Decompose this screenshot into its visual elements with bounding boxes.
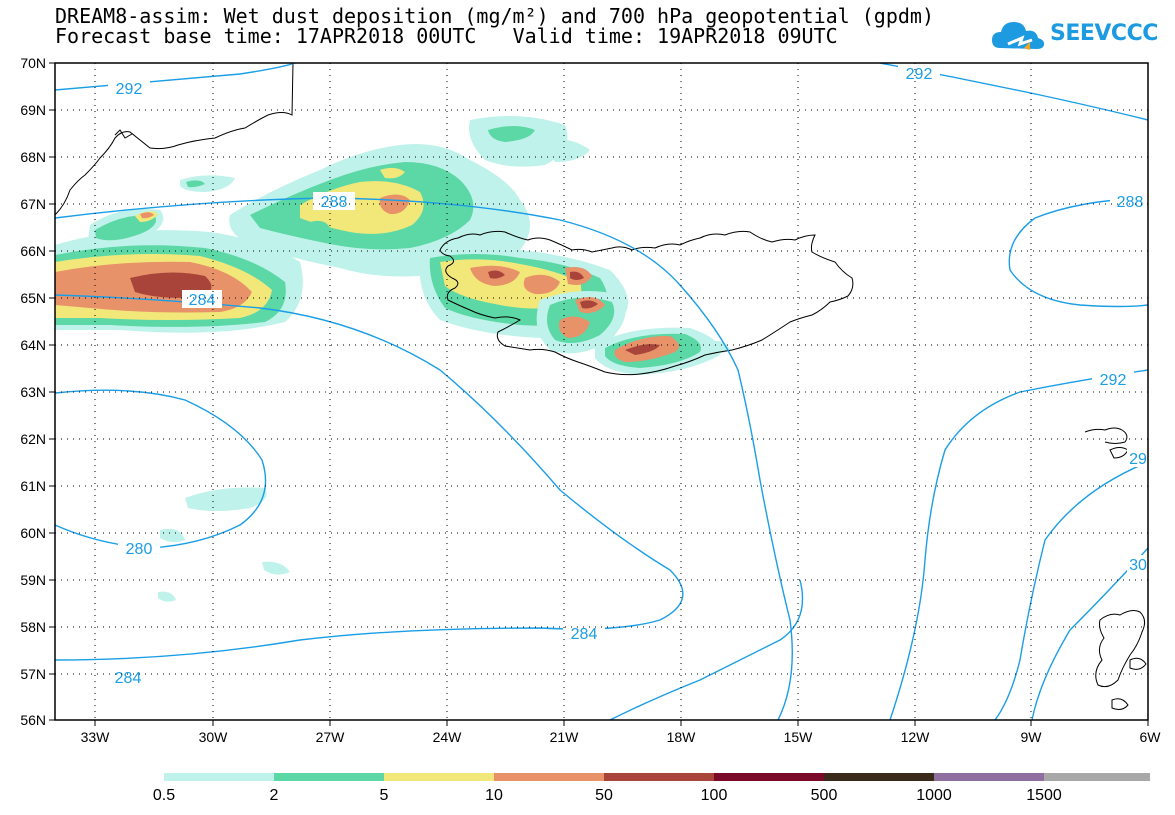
contour-label: 284 (115, 670, 142, 687)
contour-296 (994, 461, 1148, 720)
lon-label: 27W (316, 729, 346, 745)
legend-swatch-5 (714, 773, 824, 781)
contour-label: 292 (1100, 372, 1127, 389)
axis-ticks (49, 62, 1149, 726)
forecast-base-time: Forecast base time: 17APR2018 00UTC (55, 24, 477, 48)
gridlines (55, 63, 1148, 720)
legend-label: 2 (270, 787, 279, 804)
contour-label: 30 (1129, 557, 1147, 574)
lat-label: 63N (20, 384, 46, 400)
legend-swatch-2 (384, 773, 494, 781)
lat-label: 62N (20, 431, 46, 447)
dust-deposition-field (55, 116, 730, 602)
legend-swatch-4 (604, 773, 714, 781)
map-subtitle: Forecast base time: 17APR2018 00UTC Vali… (55, 26, 838, 46)
lon-label: 9W (1021, 729, 1043, 745)
contour-284-south (609, 579, 804, 720)
lon-label: 33W (81, 729, 111, 745)
lon-label: 6W (1140, 729, 1162, 745)
lon-label: 12W (901, 729, 931, 745)
contour-label: 288 (1117, 194, 1144, 211)
logo-text: SEEVCCC (1050, 21, 1158, 46)
contour-292-north (55, 63, 296, 91)
contour-288-east (1008, 197, 1148, 308)
contour-280 (55, 389, 267, 549)
lon-label: 30W (199, 729, 229, 745)
legend-label: 10 (485, 787, 503, 804)
contour-label: 284 (571, 626, 598, 643)
legend-label: 500 (811, 787, 838, 804)
lat-label: 65N (20, 290, 46, 306)
lat-label: 60N (20, 525, 46, 541)
lat-label: 61N (20, 478, 46, 494)
lat-label: 67N (20, 196, 46, 212)
legend-label: 0.5 (153, 787, 175, 804)
legend-swatch-0 (164, 773, 274, 781)
latitude-labels: 70N 69N 68N 67N 66N 65N 64N 63N 62N 61N … (20, 55, 46, 728)
iceland-coast (439, 230, 854, 376)
legend-label: 1000 (916, 787, 952, 804)
legend-swatch-8 (1044, 773, 1150, 781)
lon-label: 24W (433, 729, 463, 745)
legend-label: 50 (595, 787, 613, 804)
contour-label: 292 (116, 81, 143, 98)
cloud-icon (992, 22, 1045, 50)
legend-label: 5 (380, 787, 389, 804)
legend-swatch-1 (274, 773, 384, 781)
valid-time: Valid time: 19APR2018 09UTC (512, 24, 838, 48)
legend-swatch-3 (494, 773, 604, 781)
contour-284-west (55, 294, 684, 661)
legend-labels: 0.5 2 5 10 50 100 500 1000 1500 (153, 787, 1062, 804)
legend-label: 1500 (1026, 787, 1062, 804)
contour-300 (1031, 547, 1148, 720)
contour-label: 29 (1129, 451, 1147, 468)
legend-label: 100 (701, 787, 728, 804)
map-title: DREAM8-assim: Wet dust deposition (mg/m²… (55, 4, 934, 28)
lon-label: 21W (550, 729, 580, 745)
coastlines (55, 63, 1147, 710)
greenland-coast (55, 63, 294, 216)
lat-label: 58N (20, 619, 46, 635)
seevccc-logo: SEEVCCC (990, 14, 1170, 58)
faroe-coast (1084, 427, 1128, 444)
lat-label: 70N (20, 55, 46, 71)
legend-swatch-6 (824, 773, 934, 781)
lat-label: 69N (20, 102, 46, 118)
longitude-labels: 33W 30W 27W 24W 21W 18W 15W 12W 9W 6W (81, 729, 1162, 745)
lat-label: 64N (20, 337, 46, 353)
legend-swatch-7 (934, 773, 1044, 781)
lat-label: 57N (20, 666, 46, 682)
contour-label: 288 (321, 194, 348, 211)
lat-label: 59N (20, 572, 46, 588)
contour-292-east (889, 369, 1148, 720)
lon-label: 15W (784, 729, 814, 745)
lat-label: 66N (20, 243, 46, 259)
lat-label: 56N (20, 712, 46, 728)
contour-labels: 292 292 288 288 284 280 284 284 292 29 3… (107, 64, 1150, 687)
lon-label: 18W (667, 729, 697, 745)
contour-label: 280 (126, 541, 153, 558)
contour-label: 292 (906, 66, 933, 83)
shetland-coast (1095, 610, 1146, 688)
legend-colorbar (164, 773, 1150, 781)
lat-label: 68N (20, 149, 46, 165)
contour-label: 284 (189, 292, 216, 309)
